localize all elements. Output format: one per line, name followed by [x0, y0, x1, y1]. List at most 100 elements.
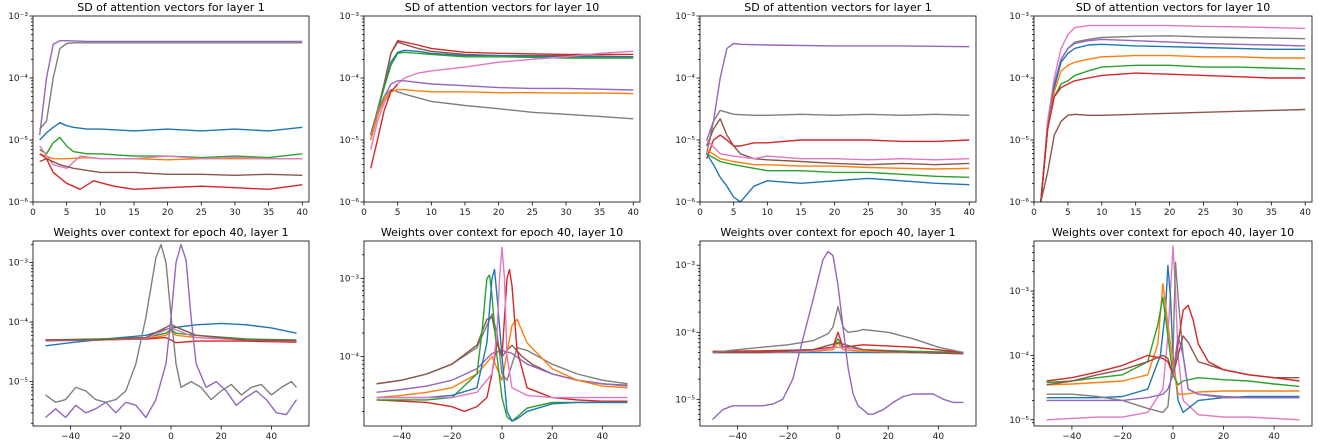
- series-line-purple: [45, 243, 298, 419]
- x-tick-label: 40: [297, 208, 309, 218]
- series-line-green: [706, 153, 970, 178]
- y-tick-label: 10⁻⁵: [8, 136, 28, 146]
- x-tick-label: 15: [459, 208, 470, 218]
- series-line-red: [706, 134, 970, 159]
- series-line-orange: [706, 149, 970, 170]
- x-tick-label: 40: [628, 208, 640, 218]
- plot-frame: [32, 240, 310, 427]
- x-tick-label: 20: [493, 208, 505, 218]
- x-tick-label: 35: [930, 208, 941, 218]
- y-tick-label: 10⁻⁴: [675, 74, 695, 84]
- x-tick-label: 20: [829, 208, 841, 218]
- x-tick-label: −20: [1113, 432, 1132, 442]
- series-line-gray: [39, 42, 303, 130]
- y-tick-label: 10⁻⁴: [1009, 351, 1029, 361]
- series-group: [45, 243, 298, 419]
- chart-panel: SD of attention vectors for layer 10 0 5 10…: [339, 1, 641, 218]
- chart-title: Weights over context for epoch 40, layer…: [53, 226, 288, 239]
- x-tick-label: −40: [728, 432, 747, 442]
- series-line-red: [39, 153, 303, 191]
- series-line-purple: [1046, 335, 1300, 402]
- y-tick-label: 10⁻⁴: [1009, 74, 1029, 84]
- x-tick-label: −20: [778, 432, 797, 442]
- chart-title: SD of attention vectors for layer 1: [744, 1, 932, 14]
- series-line-gray: [712, 306, 964, 354]
- y-tick-label: 10⁻⁵: [1009, 416, 1029, 426]
- y-tick-label: 10⁻⁶: [8, 198, 28, 208]
- series-line-blue: [45, 322, 297, 347]
- y-tick-label: 10⁻⁴: [8, 74, 28, 84]
- x-tick-label: −20: [111, 432, 130, 442]
- series-line-green: [1046, 296, 1300, 388]
- x-tick-label: 0: [30, 208, 36, 218]
- x-tick-label: −20: [442, 432, 461, 442]
- x-tick-label: 5: [64, 208, 70, 218]
- chart-panel: SD of attention vectors for layer 1 0 5 10 1…: [8, 1, 310, 218]
- x-tick-label: 0: [361, 208, 367, 218]
- chart-panel: Weights over context for epoch 40, layer…: [675, 226, 977, 442]
- x-tick-label: 25: [527, 208, 538, 218]
- series-line-gray: [370, 88, 634, 136]
- x-tick-label: 40: [933, 432, 945, 442]
- y-tick-label: 10⁻³: [8, 12, 28, 22]
- y-tick-label: 10⁻⁴: [675, 328, 695, 338]
- x-tick-label: 30: [229, 208, 241, 218]
- series-line-brown: [1040, 108, 1306, 202]
- series-line-pink: [376, 246, 628, 399]
- x-tick-label: 40: [1268, 432, 1280, 442]
- chart-panel: SD of attention vectors for layer 1 0 5 10 1…: [675, 1, 977, 218]
- y-tick-label: 10⁻⁵: [675, 395, 695, 405]
- series-group: [376, 246, 628, 422]
- x-tick-label: 35: [594, 208, 605, 218]
- y-tick-label: 10⁻⁶: [1009, 198, 1029, 208]
- y-tick-label: 10⁻³: [675, 12, 695, 22]
- y-tick-label: 10⁻⁶: [339, 198, 359, 208]
- series-group: [39, 40, 303, 191]
- y-tick-label: 10⁻³: [1009, 12, 1029, 22]
- x-tick-label: 20: [882, 432, 894, 442]
- x-tick-label: 40: [1299, 208, 1311, 218]
- x-tick-label: −40: [1062, 432, 1081, 442]
- series-line-purple: [1040, 38, 1306, 202]
- series-line-pink: [706, 139, 970, 161]
- y-tick-label: 10⁻⁶: [675, 198, 695, 208]
- series-line-blue: [1040, 43, 1306, 202]
- x-tick-label: 0: [835, 432, 841, 442]
- y-tick-label: 10⁻³: [339, 274, 359, 284]
- series-group: [706, 42, 970, 202]
- x-tick-label: 5: [1065, 208, 1071, 218]
- x-tick-label: 15: [1130, 208, 1141, 218]
- x-tick-label: 25: [1198, 208, 1209, 218]
- series-line-brown: [39, 157, 303, 177]
- plot-frame: [32, 15, 310, 203]
- series-line-purple: [706, 42, 970, 141]
- series-line-purple: [712, 250, 964, 421]
- series-line-pink: [1046, 245, 1300, 421]
- series-group: [370, 40, 634, 169]
- x-tick-label: 30: [560, 208, 572, 218]
- plot-frame: [699, 15, 977, 203]
- x-tick-label: 35: [263, 208, 274, 218]
- series-line-brown: [712, 342, 964, 355]
- series-line-orange: [1046, 283, 1300, 395]
- series-line-pink: [39, 145, 303, 170]
- x-tick-label: 20: [1164, 208, 1176, 218]
- series-line-pink: [370, 50, 634, 150]
- x-tick-label: 5: [395, 208, 401, 218]
- plot-frame: [1033, 15, 1313, 203]
- series-group: [1046, 245, 1300, 421]
- x-tick-label: −40: [392, 432, 411, 442]
- series-line-red: [712, 331, 964, 354]
- series-line-orange: [1040, 54, 1306, 202]
- x-tick-label: 10: [1096, 208, 1108, 218]
- series-line-blue: [376, 268, 628, 422]
- x-tick-label: 0: [168, 432, 174, 442]
- x-tick-label: 40: [266, 432, 278, 442]
- plot-frame: [363, 15, 641, 203]
- x-tick-label: 30: [1232, 208, 1244, 218]
- x-tick-label: 0: [1170, 432, 1176, 442]
- y-tick-label: 10⁻⁵: [675, 136, 695, 146]
- y-tick-label: 10⁻⁵: [8, 378, 28, 388]
- x-tick-label: 10: [426, 208, 438, 218]
- y-tick-label: 10⁻⁵: [1009, 136, 1029, 146]
